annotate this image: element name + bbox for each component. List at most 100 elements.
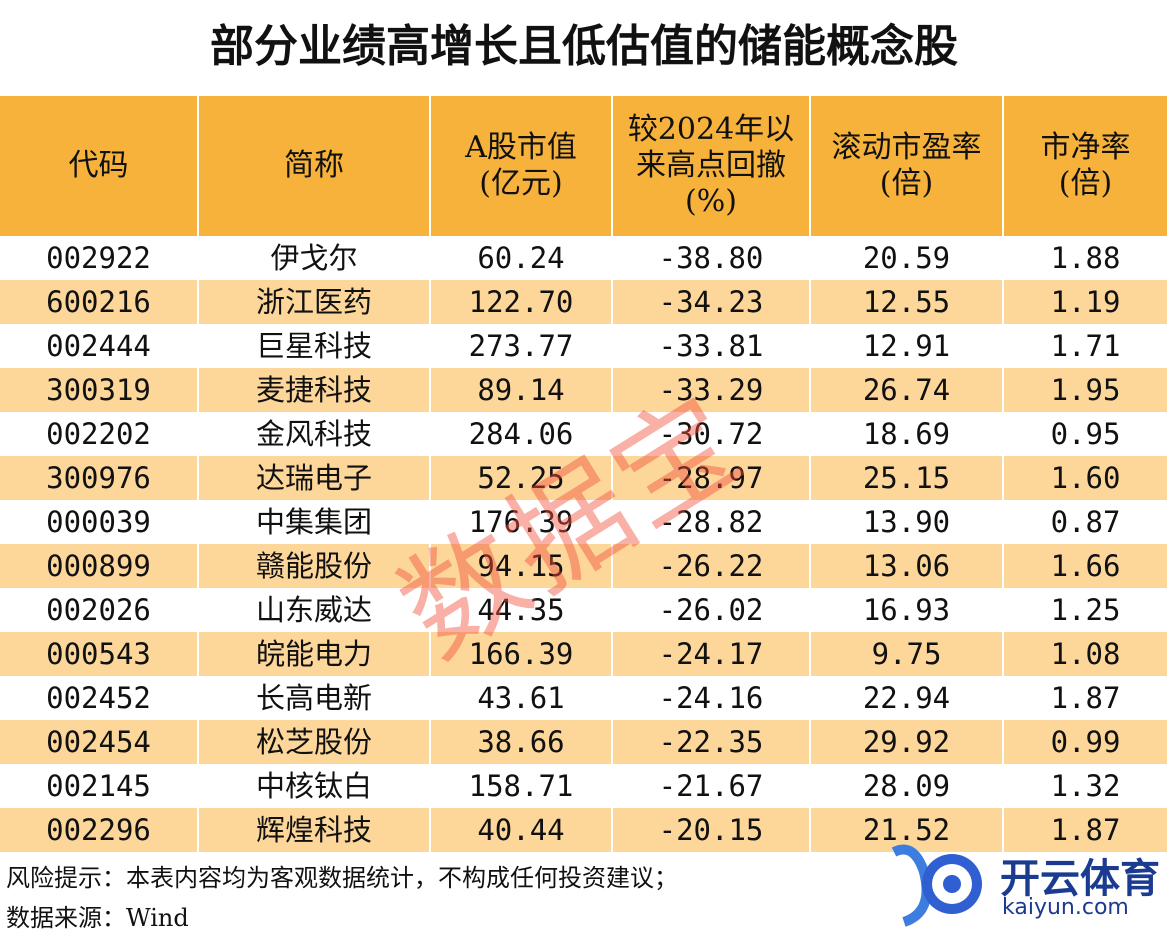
table-row: 002454 松芝股份 38.66 -22.35 29.92 0.99 — [0, 720, 1168, 764]
table-cell: 12.55 — [810, 280, 1004, 324]
table-cell: 金风科技 — [198, 412, 431, 456]
table-cell: 1.88 — [1003, 236, 1168, 280]
table-cell: 巨星科技 — [198, 324, 431, 368]
logo-name: 开云体育 — [1000, 856, 1160, 902]
table-cell: 22.94 — [810, 676, 1004, 720]
header-cell: 滚动市盈率 (倍) — [810, 96, 1004, 236]
table-cell: 43.61 — [430, 676, 613, 720]
table-cell: 0.95 — [1003, 412, 1168, 456]
table-cell: -34.23 — [612, 280, 811, 324]
table-cell: 13.06 — [810, 544, 1004, 588]
logo-url: kaiyun.com — [1002, 895, 1129, 920]
table-row: 000899 赣能股份 94.15 -26.22 13.06 1.66 — [0, 544, 1168, 588]
table-cell: 达瑞电子 — [198, 456, 431, 500]
title: 部分业绩高增长且低估值的储能概念股 — [210, 21, 958, 72]
table-row: 002452 长高电新 43.61 -24.16 22.94 1.87 — [0, 676, 1168, 720]
table-cell: 山东威达 — [198, 588, 431, 632]
table-row: 002026 山东威达 44.35 -26.02 16.93 1.25 — [0, 588, 1168, 632]
table-cell: -33.81 — [612, 324, 811, 368]
logo-stroke — [891, 844, 932, 927]
table-row: 002922 伊戈尔 60.24 -38.80 20.59 1.88 — [0, 236, 1168, 280]
header-row: 代码 简称 A股市值 (亿元) 较2024年以 来高点回撤 (%) 滚动市盈率 (倍) 市… — [0, 96, 1168, 236]
header-cell: 代码 — [0, 96, 199, 236]
table-cell: 600216 — [0, 280, 199, 324]
table-row: 600216 浙江医药 122.70 -34.23 12.55 1.19 — [0, 280, 1168, 324]
table-cell: 9.75 — [810, 632, 1004, 676]
table-cell: 1.66 — [1003, 544, 1168, 588]
table-cell: 16.93 — [810, 588, 1004, 632]
data-source: 数据来源：Wind — [6, 904, 189, 932]
table-cell: 中集集团 — [198, 500, 431, 544]
table-cell: 1.08 — [1003, 632, 1168, 676]
table-cell: 000039 — [0, 500, 199, 544]
logo-ball-center — [943, 875, 961, 893]
table-cell: -26.02 — [612, 588, 811, 632]
table-cell: 284.06 — [430, 412, 613, 456]
table-cell: 1.87 — [1003, 676, 1168, 720]
table-cell: 18.69 — [810, 412, 1004, 456]
table-row: 000039 中集集团 176.39 -28.82 13.90 0.87 — [0, 500, 1168, 544]
logo-icon — [891, 844, 982, 927]
table-row: 002145 中核钛白 158.71 -21.67 28.09 1.32 — [0, 764, 1168, 808]
table-cell: -24.17 — [612, 632, 811, 676]
table-row: 002444 巨星科技 273.77 -33.81 12.91 1.71 — [0, 324, 1168, 368]
table-cell: 辉煌科技 — [198, 808, 431, 852]
table-cell: 1.25 — [1003, 588, 1168, 632]
table-row: 002296 辉煌科技 40.44 -20.15 21.52 1.87 — [0, 808, 1168, 852]
table-cell: 1.87 — [1003, 808, 1168, 852]
table-cell: 158.71 — [430, 764, 613, 808]
table-cell: 长高电新 — [198, 676, 431, 720]
table-cell: 000899 — [0, 544, 199, 588]
table-cell: 伊戈尔 — [198, 236, 431, 280]
table-cell: 皖能电力 — [198, 632, 431, 676]
table-cell: 166.39 — [430, 632, 613, 676]
table-row: 002202 金风科技 284.06 -30.72 18.69 0.95 — [0, 412, 1168, 456]
table-cell: -21.67 — [612, 764, 811, 808]
table-cell: 122.70 — [430, 280, 613, 324]
header-cell: 较2024年以 来高点回撤 (%) — [612, 96, 811, 236]
table-cell: 0.99 — [1003, 720, 1168, 764]
header-cell: A股市值 (亿元) — [430, 96, 613, 236]
table-cell: 1.60 — [1003, 456, 1168, 500]
table-cell: 002452 — [0, 676, 199, 720]
table-cell: 浙江医药 — [198, 280, 431, 324]
table-cell: 300319 — [0, 368, 199, 412]
table-cell: 002026 — [0, 588, 199, 632]
table-row: 000543 皖能电力 166.39 -24.17 9.75 1.08 — [0, 632, 1168, 676]
table-cell: 002454 — [0, 720, 199, 764]
table-cell: 002296 — [0, 808, 199, 852]
table-cell: 25.15 — [810, 456, 1004, 500]
table-cell: 28.09 — [810, 764, 1004, 808]
table-cell: 松芝股份 — [198, 720, 431, 764]
table-cell: 002444 — [0, 324, 199, 368]
table-cell: 12.91 — [810, 324, 1004, 368]
table-cell: 002202 — [0, 412, 199, 456]
table-row: 300319 麦捷科技 89.14 -33.29 26.74 1.95 — [0, 368, 1168, 412]
table-cell: -26.22 — [612, 544, 811, 588]
table-cell: 0.87 — [1003, 500, 1168, 544]
header-cell: 市净率 (倍) — [1003, 96, 1168, 236]
table-cell: 273.77 — [430, 324, 613, 368]
header-cell: 简称 — [198, 96, 431, 236]
table-cell: -30.72 — [612, 412, 811, 456]
table-cell: 1.95 — [1003, 368, 1168, 412]
table-cell: 13.90 — [810, 500, 1004, 544]
table-cell: -20.15 — [612, 808, 811, 852]
table-cell: 赣能股份 — [198, 544, 431, 588]
risk-note: 风险提示：本表内容均为客观数据统计，不构成任何投资建议； — [6, 864, 678, 892]
table-row: 300976 达瑞电子 52.25 -28.97 25.15 1.60 — [0, 456, 1168, 500]
table-cell: 002145 — [0, 764, 199, 808]
table-cell: 38.66 — [430, 720, 613, 764]
table-cell: 1.32 — [1003, 764, 1168, 808]
table-cell: 20.59 — [810, 236, 1004, 280]
table-cell: -22.35 — [612, 720, 811, 764]
table-cell: -33.29 — [612, 368, 811, 412]
table-cell: 26.74 — [810, 368, 1004, 412]
table-cell: 52.25 — [430, 456, 613, 500]
table-cell: 1.71 — [1003, 324, 1168, 368]
table-body: 002922 伊戈尔 60.24 -38.80 20.59 1.88 600216 浙江医药 1… — [0, 236, 1168, 852]
table-cell: 002922 — [0, 236, 199, 280]
table-cell: 94.15 — [430, 544, 613, 588]
table-cell: 89.14 — [430, 368, 613, 412]
